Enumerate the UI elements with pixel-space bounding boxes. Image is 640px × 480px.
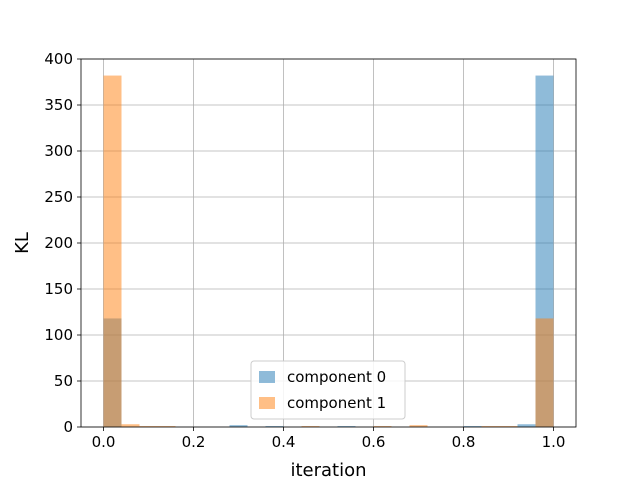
histogram-bar-series-0 — [337, 426, 356, 427]
histogram-bar-series-0 — [229, 425, 248, 427]
x-tick-label: 1.0 — [542, 433, 566, 451]
x-tick-label: 0.6 — [362, 433, 386, 451]
histogram-bar-series-0 — [463, 426, 482, 427]
x-tick-label: 0.4 — [272, 433, 296, 451]
legend-swatch — [259, 371, 275, 383]
y-tick-label: 250 — [44, 188, 73, 206]
y-tick-label: 50 — [54, 372, 73, 390]
histogram-bar-series-1 — [373, 426, 392, 427]
x-tick-label: 0.8 — [452, 433, 476, 451]
histogram-bar-series-1 — [139, 426, 176, 427]
histogram-bar-series-0 — [265, 426, 284, 427]
bars — [103, 75, 554, 427]
histogram-bar-series-0 — [517, 424, 536, 427]
y-tick-label: 200 — [44, 234, 73, 252]
legend-swatch — [259, 397, 275, 409]
y-tick-label: 0 — [63, 418, 73, 436]
histogram-bar-series-1 — [535, 318, 554, 427]
x-tick-label: 0.0 — [92, 433, 116, 451]
y-axis-label: KL — [12, 232, 33, 254]
legend-box — [250, 360, 406, 420]
x-tick-label: 0.2 — [182, 433, 206, 451]
y-tick-label: 150 — [44, 280, 73, 298]
legend: component 0 component 1 — [250, 360, 406, 420]
histogram-bar-series-1 — [103, 75, 122, 427]
y-tick-label: 350 — [44, 96, 73, 114]
y-axis-ticks: 0 50 100 150 200 250 300 350 400 — [44, 50, 81, 436]
y-tick-label: 300 — [44, 142, 73, 160]
y-tick-label: 400 — [44, 50, 73, 68]
histogram-bar-series-1 — [121, 424, 140, 427]
x-axis-label: iteration — [290, 460, 366, 480]
x-axis-ticks: 0.0 0.2 0.4 0.6 0.8 1.0 — [92, 427, 566, 451]
histogram-bar-series-1 — [481, 426, 518, 427]
histogram-bar-series-1 — [409, 425, 428, 427]
histogram-bar-series-1 — [301, 426, 320, 427]
legend-label: component 0 — [287, 368, 386, 386]
legend-label: component 1 — [287, 394, 386, 412]
y-tick-label: 100 — [44, 326, 73, 344]
